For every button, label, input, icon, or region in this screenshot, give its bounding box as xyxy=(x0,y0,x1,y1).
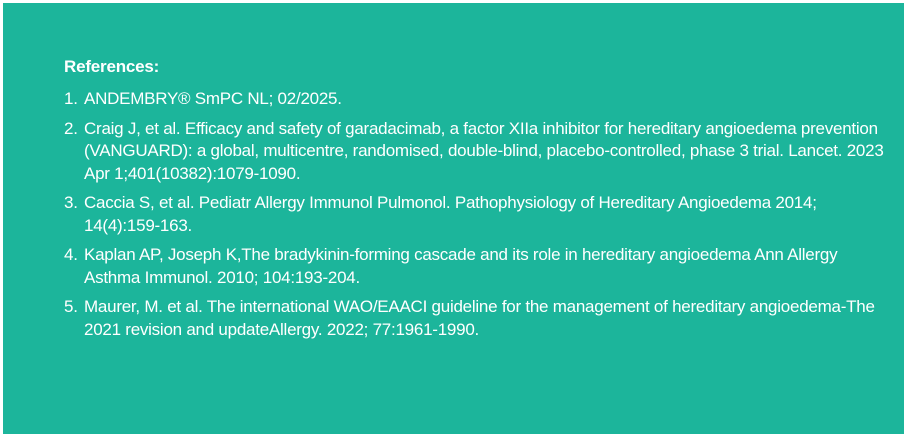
reference-item: 1. ANDEMBRY® SmPC NL; 02/2025. xyxy=(64,88,884,111)
reference-number: 1. xyxy=(64,89,78,108)
reference-number: 4. xyxy=(64,245,78,264)
reference-item: 2. Craig J, et al. Efficacy and safety o… xyxy=(64,118,884,186)
reference-number: 5. xyxy=(64,297,78,316)
reference-number: 2. xyxy=(64,118,78,138)
reference-item: 4. Kaplan AP, Joseph K,The bradykinin-fo… xyxy=(64,244,884,289)
references-list: 1. ANDEMBRY® SmPC NL; 02/2025. 2. Craig … xyxy=(64,88,884,341)
reference-text: Caccia S, et al. Pediatr Allergy Immunol… xyxy=(84,193,817,235)
references-content: References: 1. ANDEMBRY® SmPC NL; 02/202… xyxy=(64,56,884,348)
references-heading: References: xyxy=(64,57,160,76)
references-panel: References: 1. ANDEMBRY® SmPC NL; 02/202… xyxy=(3,3,904,434)
reference-item: 3. Caccia S, et al. Pediatr Allergy Immu… xyxy=(64,192,884,237)
reference-text: ANDEMBRY® SmPC NL; 02/2025. xyxy=(84,89,342,108)
reference-item: 5. Maurer, M. et al. The international W… xyxy=(64,296,884,341)
reference-text: Kaplan AP, Joseph K,The bradykinin-formi… xyxy=(84,245,838,287)
reference-text: Maurer, M. et al. The international WAO/… xyxy=(84,297,875,339)
reference-number: 3. xyxy=(64,193,78,212)
reference-text: Craig J, et al. Efficacy and safety of g… xyxy=(84,118,884,183)
